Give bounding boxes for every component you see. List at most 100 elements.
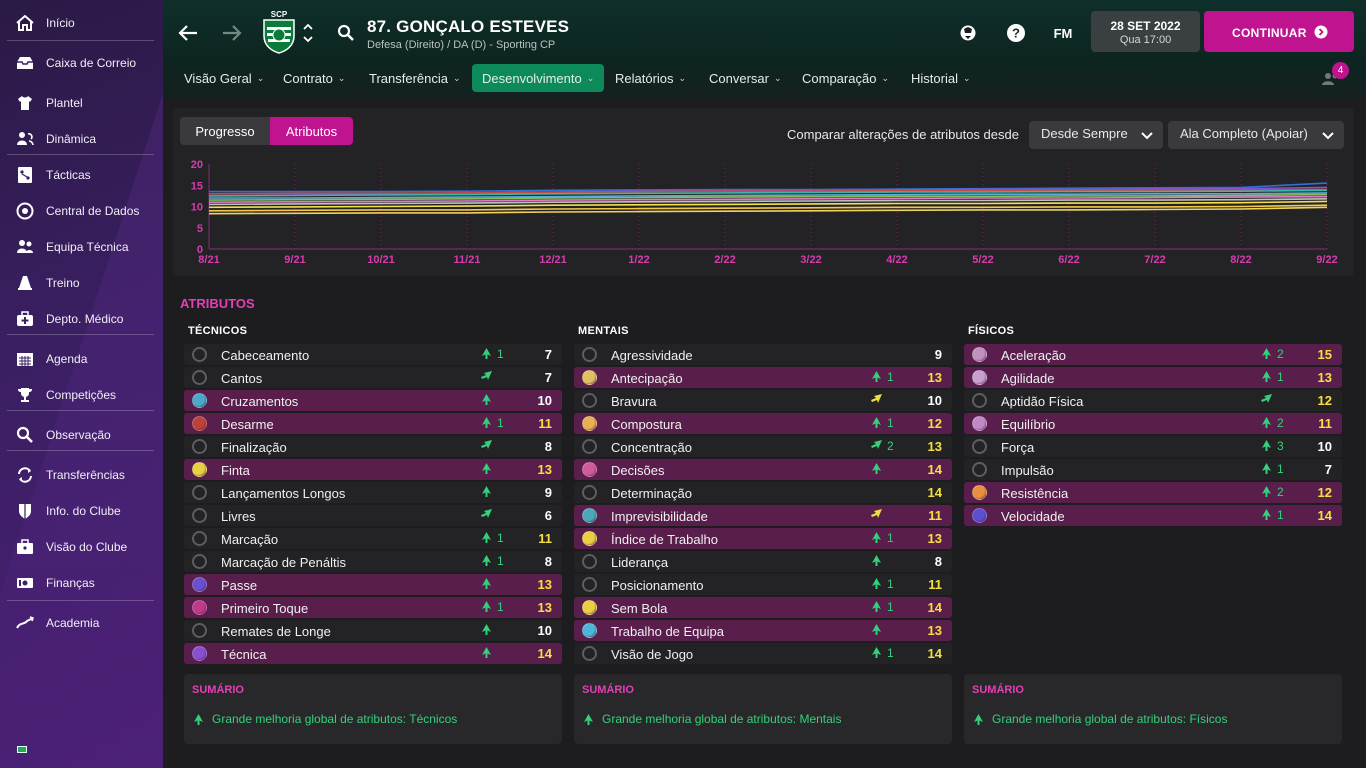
attribute-row[interactable]: Posicionamento 1 11 bbox=[574, 574, 952, 595]
attribute-row[interactable]: Primeiro Toque 1 13 bbox=[184, 597, 562, 618]
tab-contrato[interactable]: Contrato ⌄ bbox=[283, 64, 345, 92]
sidebar-item-caixa-de-correio[interactable]: Caixa de Correio bbox=[0, 48, 163, 78]
back-button[interactable] bbox=[175, 20, 201, 46]
role-dropdown[interactable]: Ala Completo (Apoiar) bbox=[1168, 121, 1344, 149]
attribute-row[interactable]: Remates de Longe 10 bbox=[184, 620, 562, 641]
since-dropdown[interactable]: Desde Sempre bbox=[1029, 121, 1163, 149]
forward-button[interactable] bbox=[219, 20, 245, 46]
series-line-8 bbox=[208, 200, 1328, 209]
date-label: 28 SET 2022 bbox=[1110, 19, 1181, 33]
attribute-row[interactable]: Marcação de Penáltis 1 8 bbox=[184, 551, 562, 572]
attribute-value: 11 bbox=[1318, 416, 1332, 431]
attribute-row[interactable]: Decisões 14 bbox=[574, 459, 952, 480]
sidebar-item-agenda[interactable]: Agenda bbox=[0, 344, 163, 374]
attribute-row[interactable]: Livres 6 bbox=[184, 505, 562, 526]
attribute-row[interactable]: Força 3 10 bbox=[964, 436, 1342, 457]
continue-button[interactable]: CONTINUAR bbox=[1204, 11, 1354, 52]
fm-menu-button[interactable]: FM bbox=[1053, 25, 1073, 41]
game-date[interactable]: 28 SET 2022 Qua 17:00 bbox=[1091, 11, 1200, 52]
column-title: TÉCNICOS bbox=[188, 325, 248, 337]
attribute-row[interactable]: Cantos 7 bbox=[184, 367, 562, 388]
tab-desenvolvimento[interactable]: Desenvolvimento ⌄ bbox=[472, 64, 605, 92]
attribute-row[interactable]: Cruzamentos 10 bbox=[184, 390, 562, 411]
sidebar-item-dinamica[interactable]: Dinâmica bbox=[0, 124, 163, 154]
x-tick-label: 8/21 bbox=[198, 254, 219, 266]
tab-historial[interactable]: Historial ⌄ bbox=[911, 64, 971, 92]
attribute-name: Remates de Longe bbox=[221, 624, 331, 639]
attribute-row[interactable]: Equilíbrio 2 11 bbox=[964, 413, 1342, 434]
x-tick-label: 9/21 bbox=[284, 254, 305, 266]
attribute-row[interactable]: Antecipação 1 13 bbox=[574, 367, 952, 388]
attribute-value: 13 bbox=[537, 577, 552, 592]
sidebar-item-financas[interactable]: Finanças bbox=[0, 568, 163, 598]
sidebar-item-info-do-clube[interactable]: Info. do Clube bbox=[0, 496, 163, 526]
attribute-row[interactable]: Cabeceamento 1 7 bbox=[184, 344, 562, 365]
sidebar-item-transferencias[interactable]: Transferências bbox=[0, 460, 163, 490]
attribute-value: 10 bbox=[537, 623, 552, 638]
sidebar-item-visao-do-clube[interactable]: Visão do Clube bbox=[0, 532, 163, 562]
attribute-row[interactable]: Passe 13 bbox=[184, 574, 562, 595]
attribute-row[interactable]: Bravura 10 bbox=[574, 390, 952, 411]
search-button[interactable] bbox=[335, 22, 357, 44]
attribute-row[interactable]: Trabalho de Equipa 13 bbox=[574, 620, 952, 641]
attribute-row[interactable]: Concentração 2 13 bbox=[574, 436, 952, 457]
medical-kit-icon bbox=[15, 310, 35, 328]
arrow-diagonal-icon bbox=[871, 509, 882, 522]
tab-visao-geral[interactable]: Visão Geral ⌄ bbox=[184, 64, 264, 92]
attribute-row[interactable]: Visão de Jogo 1 14 bbox=[574, 643, 952, 664]
sidebar-item-inicio[interactable]: Início bbox=[0, 8, 163, 38]
attribute-row[interactable]: Compostura 1 12 bbox=[574, 413, 952, 434]
attribute-value: 6 bbox=[544, 508, 552, 523]
sidebar-item-equipa-tecnica[interactable]: Equipa Técnica bbox=[0, 232, 163, 262]
data-hub-icon bbox=[15, 202, 35, 220]
chevron-down-icon: ⌄ bbox=[453, 72, 461, 83]
attributes-toggle[interactable]: Atributos bbox=[270, 117, 353, 145]
sidebar-item-tacticas[interactable]: Tácticas bbox=[0, 160, 163, 190]
player-switch-stepper[interactable] bbox=[301, 20, 315, 46]
sidebar-item-depto-medico[interactable]: Depto. Médico bbox=[0, 304, 163, 334]
x-tick-label: 7/22 bbox=[1144, 254, 1165, 266]
attribute-row[interactable]: Determinação 14 bbox=[574, 482, 952, 503]
transfer-icon bbox=[15, 466, 35, 484]
sidebar-item-treino[interactable]: Treino bbox=[0, 268, 163, 298]
sidebar-item-competicoes[interactable]: Competições bbox=[0, 380, 163, 410]
attribute-row[interactable]: Aptidão Física 12 bbox=[964, 390, 1342, 411]
attribute-row[interactable]: Aceleração 2 15 bbox=[964, 344, 1342, 365]
club-badge[interactable]: SCP bbox=[261, 10, 297, 54]
tab-conversar[interactable]: Conversar ⌄ bbox=[709, 64, 782, 92]
notifications-button[interactable]: 4 bbox=[1319, 62, 1349, 90]
sidebar-item-observacao[interactable]: Observação bbox=[0, 420, 163, 450]
attribute-row[interactable]: Liderança 8 bbox=[574, 551, 952, 572]
series-line-9 bbox=[208, 204, 1328, 212]
academy-icon bbox=[15, 614, 35, 632]
sidebar-item-plantel[interactable]: Plantel bbox=[0, 88, 163, 118]
attribute-row[interactable]: Finalização 8 bbox=[184, 436, 562, 457]
attribute-row[interactable]: Agressividade 9 bbox=[574, 344, 952, 365]
attribute-row[interactable]: Técnica 14 bbox=[184, 643, 562, 664]
attribute-row[interactable]: Agilidade 1 13 bbox=[964, 367, 1342, 388]
arrow-up-icon bbox=[871, 555, 881, 569]
attributes-title: ATRIBUTOS bbox=[180, 296, 255, 311]
progress-toggle[interactable]: Progresso bbox=[180, 117, 270, 145]
attribute-name: Visão de Jogo bbox=[611, 647, 694, 662]
attribute-row[interactable]: Sem Bola 1 14 bbox=[574, 597, 952, 618]
tab-transferencia[interactable]: Transferência ⌄ bbox=[369, 64, 461, 92]
attribute-role-icon bbox=[192, 347, 207, 362]
attribute-name: Cantos bbox=[221, 371, 263, 386]
attribute-row[interactable]: Velocidade 1 14 bbox=[964, 505, 1342, 526]
attribute-row[interactable]: Finta 13 bbox=[184, 459, 562, 480]
world-button[interactable] bbox=[957, 22, 979, 44]
attribute-row[interactable]: Imprevisibilidade 11 bbox=[574, 505, 952, 526]
sidebar-item-academia[interactable]: Academia bbox=[0, 608, 163, 638]
attribute-row[interactable]: Desarme 1 11 bbox=[184, 413, 562, 434]
series-line-2 bbox=[208, 188, 1328, 195]
attribute-row[interactable]: Resistência 2 12 bbox=[964, 482, 1342, 503]
tab-comparacao[interactable]: Comparação ⌄ bbox=[802, 64, 889, 92]
attribute-row[interactable]: Índice de Trabalho 1 13 bbox=[574, 528, 952, 549]
attribute-row[interactable]: Lançamentos Longos 9 bbox=[184, 482, 562, 503]
attribute-row[interactable]: Impulsão 1 7 bbox=[964, 459, 1342, 480]
help-button[interactable]: ? bbox=[1005, 22, 1027, 44]
sidebar-item-central-de-dados[interactable]: Central de Dados bbox=[0, 196, 163, 226]
attribute-row[interactable]: Marcação 1 11 bbox=[184, 528, 562, 549]
tab-relatorios[interactable]: Relatórios ⌄ bbox=[615, 64, 686, 92]
